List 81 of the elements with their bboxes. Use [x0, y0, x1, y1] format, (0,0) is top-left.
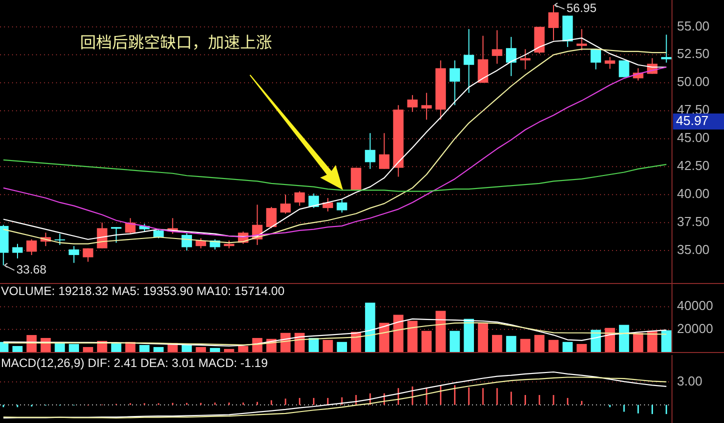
- bar: [407, 320, 418, 352]
- line-series: [2, 322, 667, 346]
- candlestick: [266, 206, 277, 229]
- bar: [492, 334, 502, 352]
- chart-title: VOLUME: 19218.32 MA5: 19353.90 MA10: 15714.00: [1, 284, 285, 298]
- bar: [210, 348, 220, 352]
- y-tick-label: 40000: [677, 298, 714, 314]
- candlestick: [520, 48, 531, 70]
- candlestick: [590, 48, 602, 70]
- bar: [506, 336, 516, 352]
- bar: [520, 338, 530, 352]
- bar: [308, 338, 319, 352]
- bar: [562, 342, 573, 352]
- bar: [534, 334, 544, 352]
- candlestick: [336, 198, 348, 214]
- candlestick: [26, 238, 37, 256]
- candlestick: [379, 132, 390, 170]
- bar: [12, 346, 23, 352]
- candlestick: [421, 92, 432, 120]
- line-series: [2, 159, 667, 192]
- candlestick: [604, 56, 616, 70]
- bar: [436, 310, 446, 352]
- line-series: [2, 318, 667, 347]
- bar: [464, 318, 474, 352]
- bar: [54, 342, 65, 352]
- bar: [365, 302, 376, 352]
- bar: [379, 322, 390, 352]
- bar: [450, 330, 460, 352]
- annotation: 回档后跳空缺口，加速上涨: [80, 29, 272, 53]
- candlestick: [12, 243, 23, 259]
- annotation: 33.68: [16, 262, 47, 276]
- text: 45.97: [676, 112, 709, 128]
- candlestick: [506, 36, 516, 77]
- candlestick: [548, 4, 559, 41]
- candlestick: [111, 226, 122, 244]
- text: 3.00: [677, 373, 702, 388]
- y-tick-label: 50.00: [677, 74, 710, 90]
- y-tick-label: 55.00: [677, 18, 710, 34]
- bar: [322, 340, 333, 352]
- y-tick-label: 20000: [677, 320, 714, 336]
- candlestick: [450, 60, 460, 106]
- bar: [618, 324, 630, 352]
- candlestick: [82, 248, 94, 262]
- bar: [393, 314, 404, 352]
- candlestick: [294, 190, 305, 206]
- candlestick: [492, 30, 502, 64]
- candlestick: [68, 246, 80, 264]
- candlestick: [576, 28, 587, 51]
- y-tick-label: 45.00: [677, 130, 710, 146]
- bar: [238, 346, 248, 352]
- annotation: 56.95: [566, 1, 597, 16]
- chart-title: MACD(12,26,9) DIF: 2.41 DEA: 3.01 MACD: -1.19: [1, 356, 268, 370]
- candlestick: [407, 94, 418, 112]
- bar: [82, 347, 94, 352]
- bar: [576, 344, 587, 352]
- y-tick-label: 40.00: [677, 186, 710, 202]
- candlestick: [125, 218, 136, 234]
- y-tick-label: 42.50: [677, 158, 710, 174]
- bar: [661, 330, 672, 352]
- bar: [68, 344, 79, 352]
- candlestick: [661, 34, 672, 64]
- bar: [633, 332, 644, 352]
- bar: [196, 347, 206, 352]
- candlestick: [364, 132, 376, 170]
- bar: [421, 330, 432, 352]
- candlestick: [280, 194, 291, 214]
- bar: [139, 344, 150, 352]
- bar: [182, 344, 192, 352]
- candlestick: [54, 233, 66, 246]
- bar: [647, 330, 658, 352]
- bar: [224, 348, 234, 352]
- y-tick-label: 52.50: [677, 46, 710, 62]
- bar: [111, 342, 122, 352]
- bar: [548, 340, 559, 352]
- candlestick: [464, 28, 474, 94]
- bar: [153, 347, 164, 352]
- y-tick-label: 37.50: [677, 214, 710, 230]
- bar: [478, 322, 488, 352]
- y-tick-label: 35.00: [677, 242, 710, 257]
- candlestick: [478, 35, 488, 84]
- bar: [336, 342, 347, 352]
